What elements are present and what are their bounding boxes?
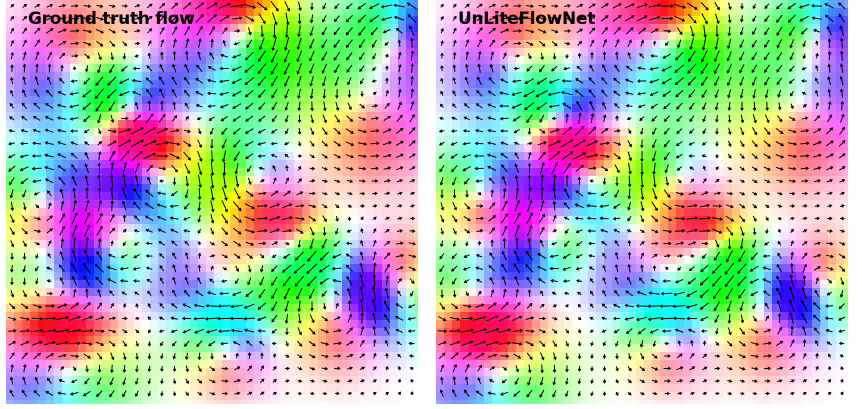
- ground-truth-flow-field: [6, 0, 418, 404]
- panel-title: UnLiteFlowNet: [458, 9, 596, 29]
- ground-truth-flow-panel: Ground truth flow: [6, 0, 418, 404]
- unliteflownet-panel: UnLiteFlowNet: [436, 0, 848, 404]
- panel-title: Ground truth flow: [28, 9, 195, 29]
- flow-color-map: [6, 0, 418, 404]
- unliteflownet-flow-field: [436, 0, 848, 404]
- flow-color-map: [436, 0, 848, 404]
- flow-arrows: [8, 0, 417, 398]
- flow-arrows: [437, 1, 846, 398]
